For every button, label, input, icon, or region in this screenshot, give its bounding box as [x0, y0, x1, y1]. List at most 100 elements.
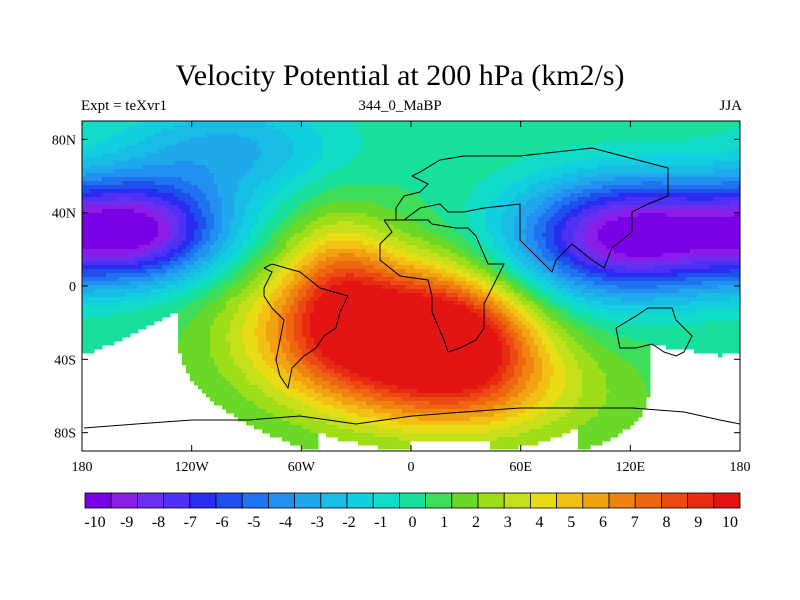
contour-cell: [606, 265, 611, 270]
contour-cell: [682, 121, 687, 142]
contour-cell: [578, 249, 583, 262]
contour-cell: [622, 313, 627, 326]
contour-cell: [678, 193, 683, 198]
contour-cell: [442, 281, 447, 286]
contour-cell: [642, 293, 647, 302]
contour-cell: [518, 425, 523, 434]
colorbar-box: [582, 492, 610, 509]
contour-cell: [326, 397, 331, 406]
contour-cell: [230, 297, 235, 322]
contour-cell: [402, 401, 407, 406]
contour-cell: [106, 205, 111, 210]
contour-cell: [86, 201, 91, 206]
contour-cell: [478, 269, 483, 274]
contour-cell: [434, 297, 439, 394]
contour-cell: [614, 297, 619, 306]
contour-cell: [422, 281, 427, 286]
contour-cell: [666, 281, 671, 286]
contour-cell: [190, 185, 195, 198]
contour-cell: [682, 217, 687, 254]
contour-cell: [114, 193, 119, 202]
contour-cell: [510, 261, 515, 270]
contour-cell: [566, 321, 571, 334]
contour-cell: [546, 273, 551, 282]
contour-cell: [634, 301, 639, 306]
contour-cell: [734, 169, 739, 178]
contour-cell: [114, 257, 119, 262]
contour-cell: [698, 285, 703, 290]
contour-cell: [234, 261, 239, 274]
contour-cell: [362, 121, 367, 186]
contour-cell: [622, 281, 627, 290]
contour-cell: [354, 401, 359, 406]
y-tick-label: 40S: [54, 353, 76, 368]
contour-cell: [90, 281, 95, 286]
contour-cell: [510, 253, 515, 262]
contour-cell: [582, 293, 587, 298]
contour-cell: [650, 205, 655, 210]
contour-cell: [154, 221, 159, 238]
contour-cell: [94, 201, 99, 206]
contour-cell: [290, 261, 295, 270]
contour-cell: [410, 397, 415, 402]
contour-cell: [114, 169, 119, 178]
contour-cell: [118, 209, 123, 250]
contour-cell: [234, 237, 239, 254]
contour-cell: [522, 433, 527, 446]
contour-cell: [578, 169, 583, 178]
contour-cell: [422, 269, 427, 278]
contour-cell: [182, 257, 187, 262]
contour-cell: [722, 133, 727, 154]
contour-cell: [354, 233, 359, 242]
contour-cell: [354, 405, 359, 414]
contour-cell: [610, 173, 615, 182]
contour-cell: [162, 185, 167, 194]
contour-cell: [522, 401, 527, 414]
coastline-0: [379, 219, 505, 353]
contour-cell: [518, 305, 523, 314]
contour-cell: [454, 285, 459, 290]
contour-cell: [374, 261, 379, 270]
contour-cell: [170, 257, 175, 262]
contour-cell: [510, 409, 515, 418]
contour-cell: [114, 273, 119, 282]
contour-cell: [330, 285, 335, 362]
contour-cell: [674, 185, 679, 190]
contour-cell: [670, 173, 675, 178]
contour-cell: [354, 213, 359, 226]
contour-cell: [418, 433, 423, 442]
contour-cell: [466, 289, 471, 294]
colorbar-label: 2: [472, 514, 480, 531]
contour-cell: [346, 389, 351, 398]
contour-cell: [422, 121, 427, 202]
contour-cell: [638, 293, 643, 302]
contour-cell: [142, 281, 147, 286]
contour-cell: [86, 121, 91, 146]
contour-cell: [134, 273, 139, 278]
contour-cell: [174, 261, 179, 266]
contour-cell: [366, 405, 371, 410]
contour-cell: [454, 289, 459, 294]
contour-cell: [102, 185, 107, 190]
contour-cell: [390, 237, 395, 246]
contour-cell: [706, 321, 711, 354]
contour-cell: [562, 229, 567, 242]
contour-cell: [382, 221, 387, 234]
contour-cell: [614, 165, 619, 174]
contour-cell: [598, 369, 603, 410]
contour-cell: [426, 409, 431, 414]
contour-cell: [718, 189, 723, 194]
contour-cell: [682, 173, 687, 178]
contour-cell: [502, 317, 507, 326]
contour-cell: [266, 181, 271, 202]
contour-cell: [514, 349, 519, 366]
contour-cell: [578, 345, 583, 370]
contour-cell: [286, 265, 291, 274]
contour-cell: [714, 301, 719, 310]
contour-cell: [502, 269, 507, 278]
contour-cell: [706, 261, 711, 270]
colorbar-box: [84, 492, 112, 509]
contour-cell: [394, 289, 399, 386]
contour-cell: [146, 201, 151, 210]
contour-cell: [150, 285, 155, 290]
